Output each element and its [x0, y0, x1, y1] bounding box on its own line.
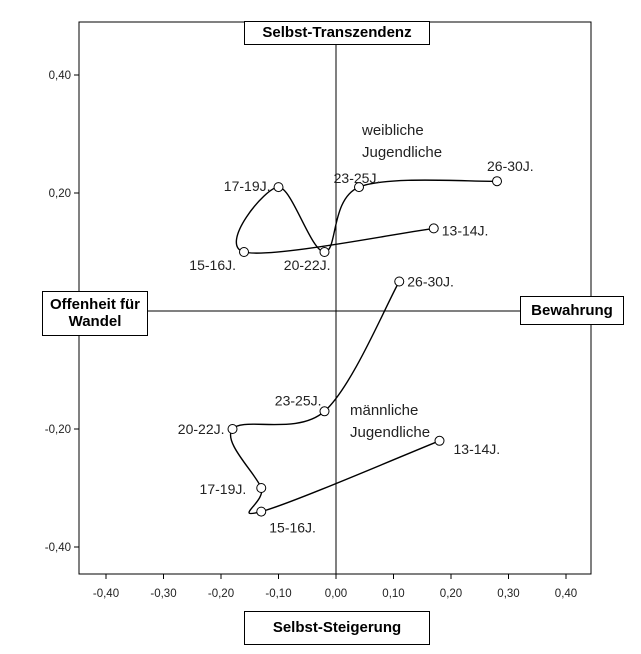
series-line — [235, 179, 498, 254]
data-point-marker — [319, 406, 330, 417]
bottom-axis-label: Selbst-Steigerung — [244, 611, 430, 645]
x-tick-label: -0,40 — [93, 588, 119, 600]
data-point-label: 26-30J. — [407, 274, 454, 290]
x-tick-label: 0,30 — [497, 588, 519, 600]
data-point-marker — [492, 176, 502, 187]
data-point-marker — [354, 182, 364, 193]
data-point-marker — [239, 247, 249, 257]
group-labels: weibliche Jugendliche männliche Jugendliche — [350, 122, 442, 441]
series-group-label: männliche — [350, 402, 418, 419]
x-tick-label: 0,10 — [382, 588, 404, 600]
data-point-label: 20-22J. — [284, 257, 331, 273]
x-tick-label: -0,10 — [265, 588, 291, 600]
y-tick-label: 0,40 — [49, 70, 71, 82]
series-group-label: Jugendliche — [362, 144, 442, 161]
data-point-label: 13-14J. — [454, 441, 501, 457]
x-tick-label: -0,20 — [208, 588, 234, 600]
y-tick-label: -0,40 — [45, 542, 71, 554]
series-line — [229, 281, 440, 515]
series-layer — [227, 176, 502, 517]
data-point-label: 20-22J. — [178, 421, 225, 437]
x-tick-label: -0,30 — [150, 588, 176, 600]
right-axis-label: Bewahrung — [520, 296, 624, 325]
data-point-marker — [227, 424, 238, 434]
data-point-label: 23-25J. — [275, 392, 322, 408]
left-axis-label: Offenheit für Wandel — [42, 291, 148, 336]
data-point-label: 23-25J. — [334, 170, 381, 186]
data-point-marker — [256, 483, 267, 493]
x-tick-label: 0,00 — [325, 588, 347, 600]
plot-frame — [78, 21, 592, 575]
data-point-label: 15-16J. — [189, 257, 236, 273]
data-point-label: 17-19J. — [200, 481, 247, 497]
point-labels: 13-14J. 15-16J. 17-19J. 20-22J. 23-25J. 26-30… — [178, 158, 534, 535]
y-tick-label: -0,20 — [45, 424, 71, 436]
data-point-marker — [434, 435, 445, 446]
series-group-label: Jugendliche — [350, 424, 430, 441]
x-tick-label: 0,20 — [440, 588, 462, 600]
series-group-label: weibliche — [361, 122, 424, 139]
x-ticks: -0,40 -0,30 -0,20 -0,10 0,00 0,10 0,20 0,30 0,40 — [93, 574, 577, 600]
data-point-label: 15-16J. — [269, 520, 316, 536]
data-point-label: 13-14J. — [442, 222, 489, 238]
y-tick-label: 0,20 — [49, 188, 71, 200]
x-tick-label: 0,40 — [555, 588, 577, 600]
data-point-marker — [319, 247, 330, 257]
data-point-marker — [428, 223, 439, 234]
y-ticks: 0,40 0,20 -0,20 -0,40 — [45, 70, 79, 554]
data-point-label: 26-30J. — [487, 158, 534, 174]
data-point-marker — [273, 182, 284, 193]
data-point-label: 17-19J. — [224, 178, 271, 194]
data-point-marker — [394, 276, 405, 287]
data-point-marker — [256, 506, 267, 517]
top-axis-label: Selbst-Transzendenz — [244, 21, 430, 45]
